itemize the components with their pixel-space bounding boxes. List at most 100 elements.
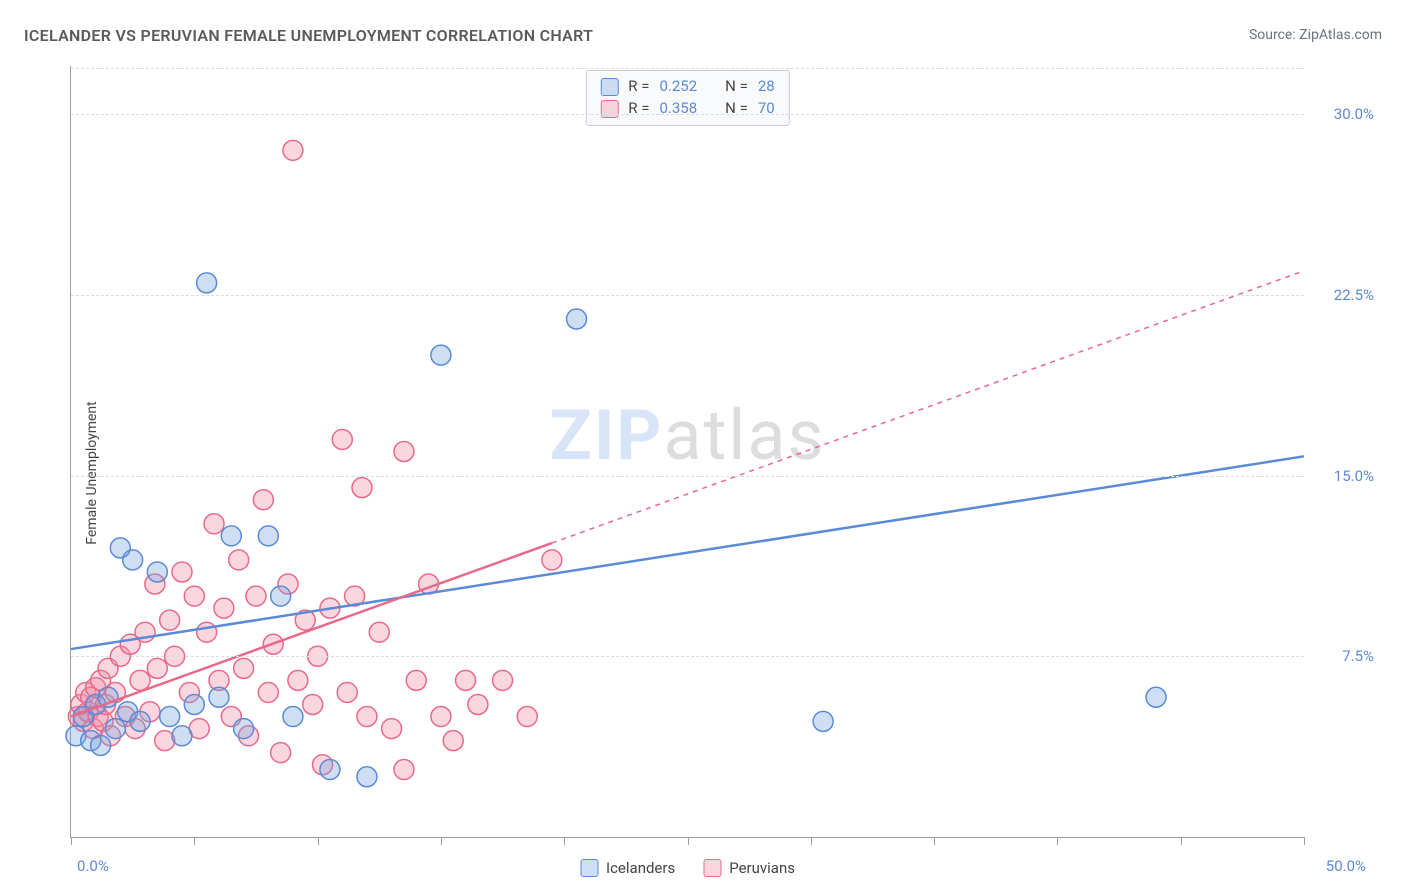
xtick (688, 837, 689, 845)
n-value-icelanders: 28 (758, 76, 775, 98)
gridline (71, 656, 1304, 657)
scatter-point (493, 670, 513, 690)
scatter-point (468, 694, 488, 714)
scatter-point (431, 707, 451, 727)
scatter-point (271, 586, 291, 606)
swatch-icelanders (580, 859, 598, 877)
scatter-point (283, 140, 303, 160)
scatter-point (234, 719, 254, 739)
scatter-point (283, 707, 303, 727)
legend-row-peruvians: R = 0.358 N = 70 (600, 98, 774, 120)
swatch-icelanders (600, 78, 618, 96)
ytick-label: 7.5% (1342, 647, 1374, 665)
legend-item-peruvians: Peruvians (703, 859, 795, 877)
scatter-point (91, 735, 111, 755)
scatter-point (431, 345, 451, 365)
scatter-point (357, 707, 377, 727)
scatter-point (160, 610, 180, 630)
scatter-point (1146, 687, 1166, 707)
xtick (318, 837, 319, 845)
legend-correlation: R = 0.252 N = 28 R = 0.358 N = 70 (585, 70, 789, 126)
header: ICELANDER VS PERUVIAN FEMALE UNEMPLOYMEN… (24, 20, 1382, 50)
gridline (71, 114, 1304, 115)
scatter-point (172, 726, 192, 746)
scatter-point (542, 550, 562, 570)
scatter-point (337, 682, 357, 702)
n-value-peruvians: 70 (758, 98, 775, 120)
scatter-point (229, 550, 249, 570)
scatter-point (234, 658, 254, 678)
xtick (441, 837, 442, 845)
scatter-point (567, 309, 587, 329)
xtick (564, 837, 565, 845)
scatter-point (197, 273, 217, 293)
legend-row-icelanders: R = 0.252 N = 28 (600, 76, 774, 98)
plot-area: ZIPatlas R = 0.252 N = 28 R = 0.358 (70, 66, 1304, 838)
trend-line-dashed (552, 271, 1304, 543)
r-label: R = (628, 76, 649, 98)
scatter-point (258, 682, 278, 702)
xtick (194, 837, 195, 845)
scatter-point (221, 526, 241, 546)
scatter-point (369, 622, 389, 642)
r-value-peruvians: 0.358 (659, 98, 697, 120)
scatter-point (197, 622, 217, 642)
scatter-point (105, 719, 125, 739)
ytick-label: 22.5% (1334, 286, 1374, 304)
scatter-point (406, 670, 426, 690)
scatter-point (382, 719, 402, 739)
ytick-label: 30.0% (1334, 105, 1374, 123)
legend-label-icelanders: Icelanders (606, 859, 675, 877)
scatter-point (394, 442, 414, 462)
scatter-point (130, 670, 150, 690)
scatter-svg (71, 66, 1304, 837)
chart-title: ICELANDER VS PERUVIAN FEMALE UNEMPLOYMEN… (24, 26, 593, 45)
scatter-point (332, 429, 352, 449)
ytick-label: 15.0% (1334, 467, 1374, 485)
source-attribution: Source: ZipAtlas.com (1249, 27, 1382, 43)
swatch-peruvians (703, 859, 721, 877)
scatter-point (204, 514, 224, 534)
scatter-point (394, 760, 414, 780)
scatter-point (253, 490, 273, 510)
scatter-point (147, 562, 167, 582)
scatter-point (184, 694, 204, 714)
legend-series: Icelanders Peruvians (580, 859, 795, 877)
chart-wrap: Female Unemployment ZIPatlas R = 0.252 N… (24, 58, 1382, 888)
scatter-point (214, 598, 234, 618)
gridline (71, 68, 1304, 69)
n-label: N = (725, 98, 748, 120)
scatter-point (320, 760, 340, 780)
xtick-label: 0.0% (77, 857, 109, 875)
scatter-point (123, 550, 143, 570)
scatter-point (357, 767, 377, 787)
scatter-point (130, 711, 150, 731)
scatter-point (517, 707, 537, 727)
scatter-point (456, 670, 476, 690)
xtick (71, 837, 72, 845)
scatter-point (184, 586, 204, 606)
xtick (1057, 837, 1058, 845)
scatter-point (258, 526, 278, 546)
legend-item-icelanders: Icelanders (580, 859, 675, 877)
scatter-point (352, 478, 372, 498)
xtick (1181, 837, 1182, 845)
scatter-point (271, 743, 291, 763)
legend-label-peruvians: Peruvians (729, 859, 795, 877)
scatter-point (209, 687, 229, 707)
xtick (1304, 837, 1305, 845)
xtick-label: 50.0% (1326, 857, 1366, 875)
scatter-point (303, 694, 323, 714)
r-value-icelanders: 0.252 (659, 76, 697, 98)
scatter-point (288, 670, 308, 690)
gridline (71, 295, 1304, 296)
xtick (934, 837, 935, 845)
r-label: R = (628, 98, 649, 120)
scatter-point (160, 707, 180, 727)
scatter-point (443, 731, 463, 751)
scatter-point (147, 658, 167, 678)
scatter-point (246, 586, 266, 606)
trend-line (71, 456, 1304, 649)
gridline (71, 476, 1304, 477)
scatter-point (813, 711, 833, 731)
